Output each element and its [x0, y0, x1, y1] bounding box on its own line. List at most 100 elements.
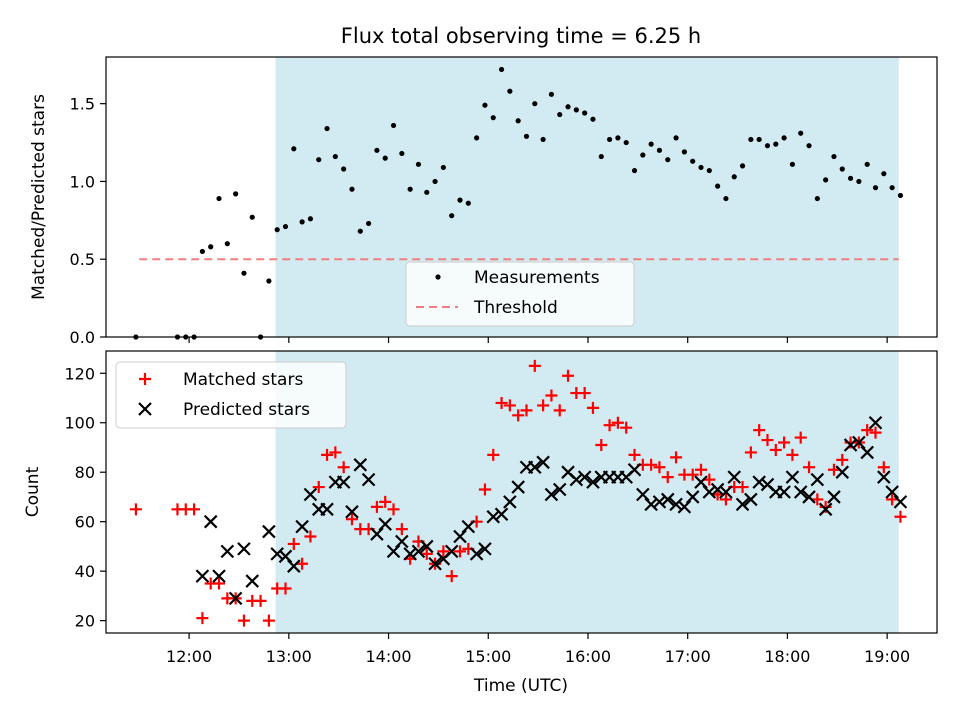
predicted-star-point — [345, 505, 359, 519]
bottom-data-points — [129, 359, 908, 627]
matched-star-point — [786, 448, 799, 461]
x-tick-label: 16:00 — [565, 647, 611, 666]
predicted-star-point — [710, 482, 725, 497]
measurement-point — [457, 197, 463, 203]
matched-star-point — [769, 443, 782, 456]
measurement-point — [440, 164, 446, 171]
measurement-point — [449, 213, 455, 219]
predicted-star-point — [818, 502, 833, 517]
predicted-star-point — [444, 544, 459, 559]
measurement-point — [324, 125, 330, 132]
measurement-point — [482, 102, 488, 108]
matched-star-point — [420, 547, 433, 560]
matched-star-point — [611, 416, 624, 429]
x-tick-label: 17:00 — [665, 647, 711, 666]
matched-star-point — [312, 481, 325, 494]
matched-star-point — [562, 369, 575, 382]
matched-star-point — [262, 614, 275, 627]
matched-star-point — [321, 448, 334, 461]
matched-star-point — [478, 483, 491, 496]
matched-star-point — [437, 545, 450, 558]
measurement-point — [241, 270, 247, 276]
bottom-axes: 20 40 60 80 100 120 12:00 13:00 14:00 15:00 16:00 1… — [23, 350, 938, 696]
matched-star-point — [387, 503, 400, 516]
measurement-point — [615, 135, 621, 141]
predicted-star-point — [237, 542, 251, 556]
matched-star-point — [213, 577, 226, 590]
predicted-star-point — [478, 542, 492, 556]
matched-star-point — [661, 471, 674, 484]
measurement-point — [199, 248, 205, 255]
measurement-point — [764, 143, 771, 149]
matched-star-point — [686, 468, 699, 481]
measurement-point — [606, 136, 613, 143]
predicted-star-point — [195, 569, 210, 583]
measurement-point — [341, 166, 347, 172]
x-tick-label: 18:00 — [764, 647, 810, 666]
measurement-point — [781, 135, 787, 141]
predicted-star-point — [727, 470, 742, 484]
y-tick-label: 100 — [64, 414, 95, 433]
matched-star-point — [337, 461, 350, 474]
predicted-star-point — [370, 527, 384, 541]
matched-star-point — [886, 493, 899, 506]
bottom-axes-frame — [105, 350, 938, 634]
predicted-star-point — [428, 556, 442, 571]
matched-star-point — [703, 473, 716, 486]
bottom-legend-box — [115, 361, 347, 429]
matched-star-point — [877, 461, 890, 474]
measurement-point — [847, 175, 854, 181]
predicted-star-point — [469, 547, 484, 561]
predicted-star-point — [694, 475, 708, 489]
predicted-star-point — [702, 485, 717, 499]
predicted-star-point — [719, 485, 733, 499]
matched-star-point — [744, 446, 757, 459]
measurement-point — [548, 91, 555, 97]
legend-matched-label: Matched stars — [183, 370, 303, 390]
measurement-point — [523, 133, 530, 139]
predicted-star-point — [827, 490, 841, 504]
top-legend-box — [405, 261, 635, 327]
y-tick-label: 20 — [75, 612, 95, 631]
predicted-star-point — [843, 438, 858, 452]
y-tick-label: 0.0 — [70, 328, 95, 347]
measurement-point — [266, 278, 272, 284]
y-tick-label: 1.5 — [70, 95, 95, 114]
measurement-point — [282, 223, 289, 230]
matched-star-point — [296, 557, 309, 570]
matched-star-point — [869, 426, 882, 439]
predicted-star-point — [486, 509, 501, 524]
predicted-star-point — [411, 544, 426, 559]
predicted-star-point — [636, 487, 650, 502]
y-tick-label: 1.0 — [70, 172, 95, 191]
legend-threshold-label: Threshold — [473, 298, 558, 318]
measurement-point — [590, 116, 596, 122]
bottom-shaded-interval — [275, 351, 899, 633]
predicted-star-point — [802, 490, 816, 504]
predicted-star-point — [569, 472, 584, 487]
matched-star-point — [196, 612, 209, 625]
measurement-point — [715, 183, 721, 189]
measurement-point — [839, 166, 845, 172]
predicted-star-point — [835, 465, 850, 479]
matched-star-point — [620, 421, 633, 434]
measurement-point — [582, 110, 588, 116]
matched-star-point — [753, 424, 766, 437]
predicted-star-point — [785, 470, 800, 484]
matched-star-point — [545, 389, 558, 402]
measurement-point — [856, 178, 862, 185]
predicted-star-point — [378, 517, 392, 531]
measurement-point — [864, 161, 870, 167]
measurement-point — [565, 104, 571, 110]
measurement-point — [673, 135, 679, 141]
measurement-point — [274, 227, 280, 233]
x-tick-label: 14:00 — [365, 647, 411, 666]
predicted-star-point — [494, 507, 509, 522]
predicted-star-point — [627, 462, 642, 477]
matched-star-point — [736, 481, 749, 494]
matched-star-point — [653, 461, 666, 474]
measurement-point — [831, 153, 837, 160]
measurement-point — [598, 153, 604, 160]
matched-star-point — [645, 458, 658, 471]
